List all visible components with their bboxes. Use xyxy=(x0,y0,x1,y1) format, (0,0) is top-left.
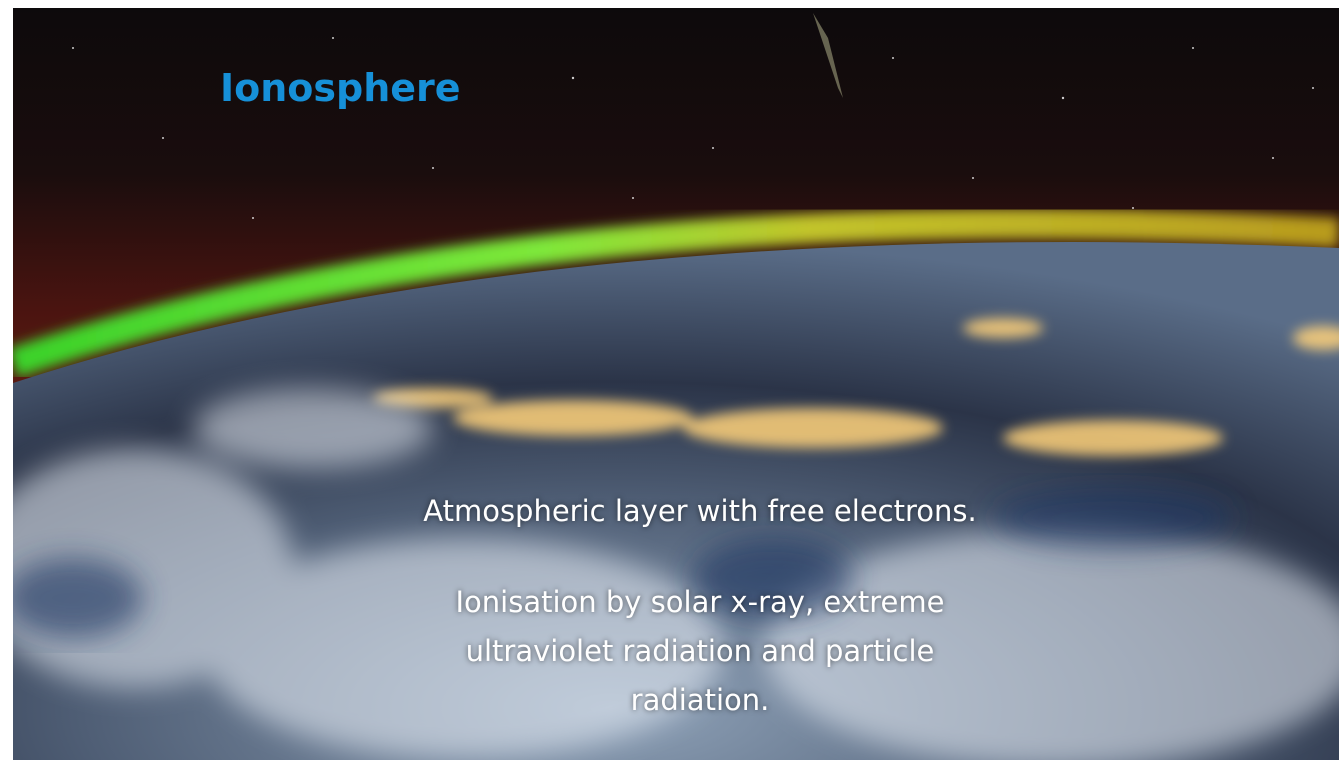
page: Ionosphere Atmospheric layer with free e… xyxy=(0,0,1339,760)
slide-text: Atmospheric layer with free electrons. xyxy=(400,487,1000,536)
slide-title: Ionosphere xyxy=(220,66,461,110)
slide-text: Ionisation by solar x-ray, extreme ultra… xyxy=(400,578,1000,725)
slide: Ionosphere Atmospheric layer with free e… xyxy=(13,8,1339,760)
